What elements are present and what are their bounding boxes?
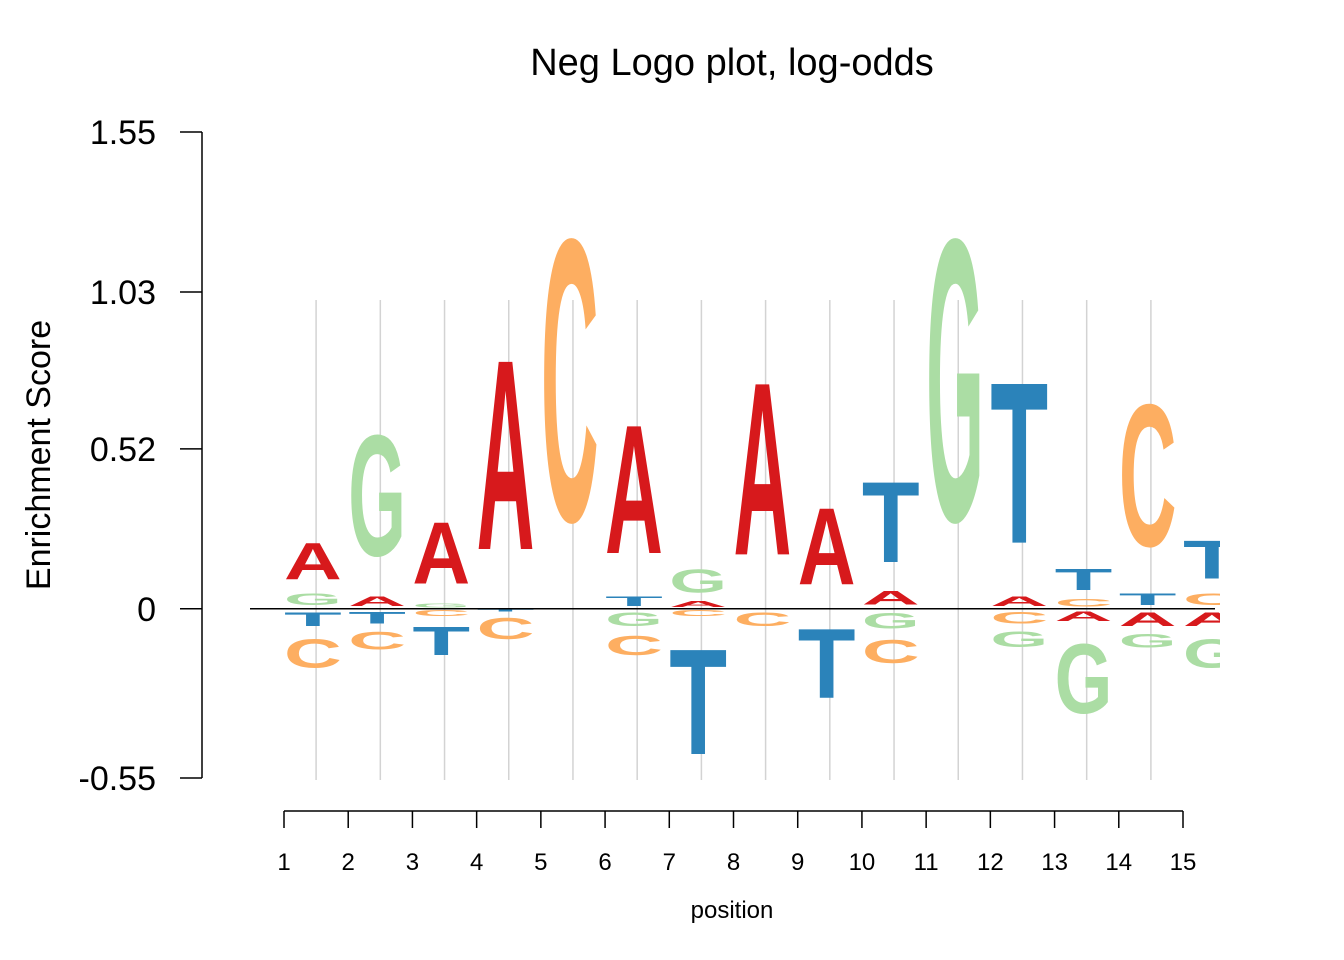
logo-letter-T: T [669,617,727,786]
logo-letter-T: T [990,335,1048,593]
logo-letter-G: G [348,399,406,593]
logo-letter-T: T [605,594,663,609]
logo-letter-C: C [669,609,727,618]
x-tick-label: 13 [1041,849,1068,876]
logo-letter-A: A [990,594,1048,609]
y-tick-label: 1.55 [90,114,156,152]
logo-letter-G: G [1183,630,1241,676]
logo-letter-A: A [348,594,406,609]
x-tick-label: 1 [277,849,290,876]
y-tick-label: 0.52 [90,431,156,469]
y-tick-label: 0 [137,591,156,629]
logo-letter-C: C [990,609,1048,627]
logo-letter-T: T [1055,562,1113,596]
chart-title: Neg Logo plot, log-odds [530,42,934,84]
logo-letter-A: A [734,331,792,607]
x-tick-label: 15 [1170,849,1197,876]
logo-letter-T: T [412,618,470,664]
y-axis-label: Enrichment Score [20,320,58,590]
logo-letter-C: C [412,609,470,618]
logo-letter-G: G [412,603,470,609]
logo-letter-A: A [669,600,727,609]
x-tick-label: 6 [598,849,611,876]
logo-letter-C: C [1183,591,1241,609]
logo-letter-T: T [348,609,406,627]
logo-letter-G: G [926,154,984,606]
logo-letter-C: C [1055,597,1113,609]
logo-letter-A: A [1183,609,1241,630]
x-tick-label: 4 [470,849,483,876]
x-tick-label: 10 [849,849,876,876]
logo-letter-A: A [798,486,856,608]
logo-letter-G: G [669,563,727,600]
logo-letter-A: A [284,533,342,591]
logo-letter-C: C [284,631,342,677]
logo-letter-C: C [348,627,406,655]
logo-letter-C: C [734,609,792,630]
logo-letter-G: G [990,627,1048,652]
x-axis: 1 2 3 4 5 6 7 8 9 10 11 12 13 14 15 [277,810,1197,876]
logo-letter-A: A [605,388,663,593]
x-tick-label: 9 [791,849,804,876]
logo-letter-G: G [284,590,342,608]
logo-letter-C: C [541,155,599,606]
logo-letter-C: C [605,630,663,661]
logo-letter-A: A [1055,609,1113,624]
logo-letter-T: T [1183,529,1241,590]
x-tick-label: 5 [534,849,547,876]
logo-letter-T: T [798,608,856,719]
logo-letter-C: C [1119,361,1177,589]
logo-letter-A: A [412,504,470,602]
logo-letter-T: T [1119,591,1177,609]
logo-letter-G: G [862,609,920,634]
x-axis-label: position [691,897,774,924]
logo-letter-A: A [862,587,920,608]
y-axis: 1.55 1.03 0.52 0 -0.55 [79,114,203,798]
logo-letter-A: A [477,305,535,608]
x-tick-label: 3 [406,849,419,876]
logo-letter-C: C [862,633,920,670]
logo-letter-G: G [1055,624,1113,735]
logo-letter-T: T [862,459,920,587]
x-tick-label: 7 [663,849,676,876]
y-tick-label: 1.03 [90,274,156,312]
logo-letter-C: C [477,612,535,646]
logo-letter-G: G [605,609,663,630]
x-tick-label: 12 [977,849,1004,876]
y-tick-label: -0.55 [79,760,157,798]
x-tick-label: 11 [914,849,939,876]
logo-letter-T: T [284,609,342,630]
position-separators [315,300,1152,780]
x-tick-label: 2 [342,849,355,876]
x-tick-label: 14 [1105,849,1132,876]
x-tick-label: 8 [727,849,740,876]
logo-letter-T: T [477,609,535,612]
logo-letter-A: A [1119,609,1177,630]
logo-letter-G: G [1119,631,1177,652]
